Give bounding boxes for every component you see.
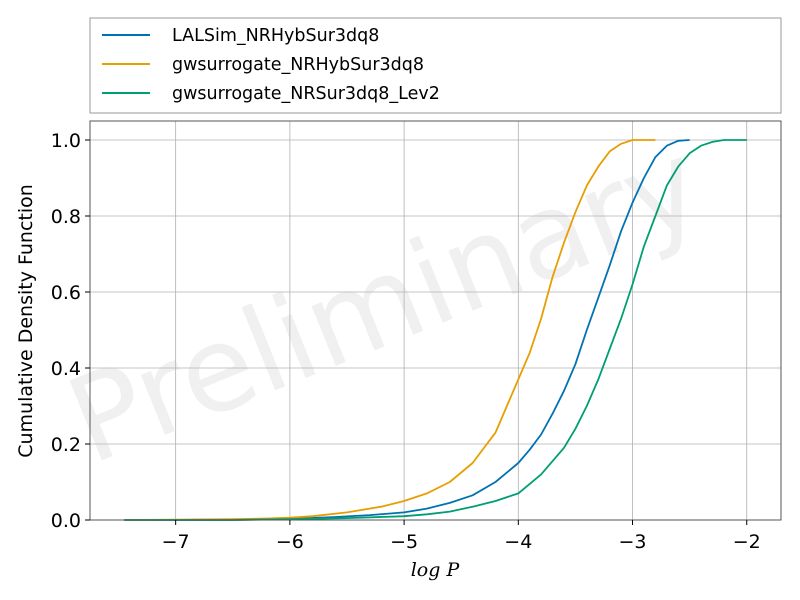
x-tick-label: −6: [276, 531, 304, 553]
y-tick-label: 0.2: [51, 434, 81, 456]
plot-frame: [89, 120, 782, 521]
x-tick-label: −3: [619, 531, 647, 553]
x-tick-label: −2: [733, 531, 761, 553]
x-axis-label: log P: [411, 559, 461, 581]
series-line-2: [124, 139, 656, 521]
series-lines: [124, 139, 747, 521]
legend-label-3: gwsurrogate_NRSur3dq8_Lev2: [172, 84, 440, 104]
y-tick-label: 1.0: [51, 130, 81, 152]
y-axis-label: Cumulative Density Function: [15, 184, 37, 458]
y-tick-label: 0.4: [51, 358, 81, 380]
y-tick-label: 0.6: [51, 282, 81, 304]
y-tick-label: 0.0: [51, 510, 81, 532]
series-line-1: [124, 139, 690, 521]
y-axis: 0.0 0.2 0.4 0.6 0.8 1.0: [51, 130, 90, 532]
x-tick-label: −7: [162, 531, 190, 553]
y-tick-label: 0.8: [51, 206, 81, 228]
legend-label-1: LALSim_NRHybSur3dq8: [172, 26, 379, 46]
x-tick-label: −4: [504, 531, 532, 553]
x-tick-label: −5: [390, 531, 418, 553]
legend: LALSim_NRHybSur3dq8 gwsurrogate_NRHybSur3…: [89, 17, 782, 114]
legend-label-2: gwsurrogate_NRHybSur3dq8: [172, 55, 424, 75]
series-line-3: [124, 139, 747, 521]
x-axis: −7 −6 −5 −4 −3 −2: [162, 520, 761, 553]
